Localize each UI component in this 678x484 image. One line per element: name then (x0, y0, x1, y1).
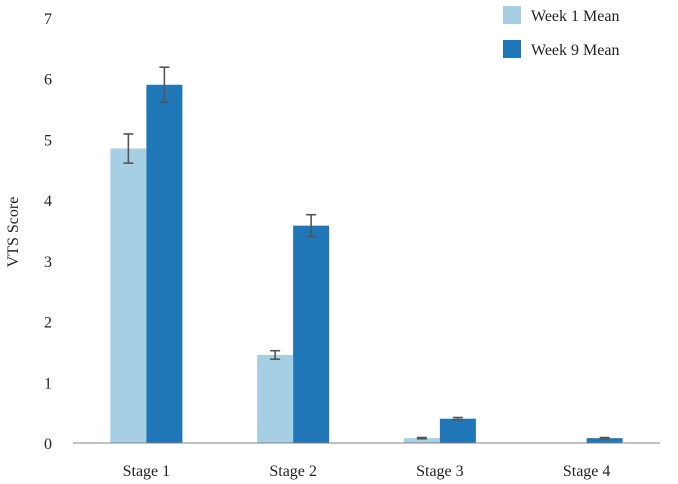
x-tick-label: Stage 3 (416, 463, 464, 480)
y-axis-ticks: 0 1 2 3 4 5 6 7 (44, 11, 52, 453)
y-tick-label: 4 (44, 193, 52, 210)
legend-swatch (503, 40, 521, 58)
x-axis-ticks: Stage 1 Stage 2 Stage 3 Stage 4 (123, 463, 611, 480)
error-bars-group (123, 66, 610, 440)
error-bar (306, 213, 317, 238)
legend-label: Week 1 Mean (531, 8, 619, 25)
y-tick-label: 2 (44, 315, 52, 332)
bar-week9-stage-3 (439, 418, 476, 443)
y-tick-label: 6 (44, 72, 52, 89)
error-bar (452, 416, 463, 421)
error-bar (270, 349, 281, 361)
x-tick-label: Stage 2 (269, 463, 317, 480)
error-bar (159, 66, 170, 104)
bar-week1-stage-3 (403, 438, 440, 443)
bar-week9-stage-1 (146, 84, 183, 444)
y-axis-label: VTS Score (5, 197, 22, 268)
y-tick-label: 0 (44, 436, 52, 453)
error-bar (416, 436, 427, 440)
y-tick-label: 5 (44, 132, 52, 149)
legend: Week 1 Mean Week 9 Mean (503, 6, 619, 59)
error-bar (123, 133, 134, 164)
error-bar (599, 436, 610, 440)
legend-swatch (503, 6, 521, 24)
y-tick-label: 7 (44, 11, 52, 28)
x-tick-label: Stage 1 (123, 463, 171, 480)
bar-week1-stage-2 (257, 354, 294, 443)
bar-week1-stage-1 (110, 148, 147, 444)
y-tick-label: 3 (44, 254, 52, 271)
bar-week9-stage-4 (586, 438, 623, 443)
bar-week9-stage-2 (293, 225, 330, 443)
x-tick-label: Stage 4 (563, 463, 611, 480)
y-tick-label: 1 (44, 375, 52, 392)
bars-group (110, 84, 623, 444)
legend-label: Week 9 Mean (531, 42, 619, 59)
